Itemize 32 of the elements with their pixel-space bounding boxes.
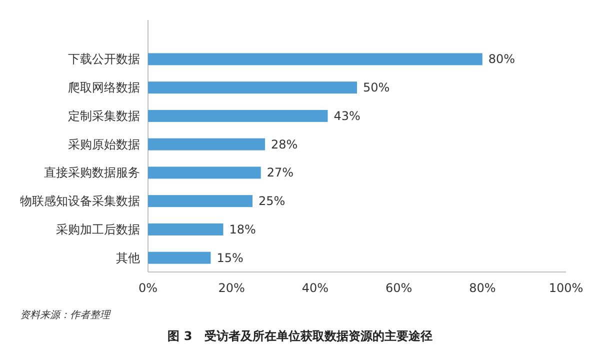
y-tick-label: 物联感知设备采集数据 xyxy=(20,194,140,208)
bar xyxy=(148,195,252,208)
data-label: 80% xyxy=(488,52,516,66)
x-tick-label: 20% xyxy=(218,281,245,295)
bar xyxy=(148,82,357,94)
bar xyxy=(148,53,482,66)
y-tick-label: 直接采购数据服务 xyxy=(44,166,140,180)
data-label: 28% xyxy=(271,137,298,152)
data-label: 15% xyxy=(216,250,244,265)
data-label: 50% xyxy=(363,80,390,95)
y-tick-label: 爬取网络数据 xyxy=(68,80,140,95)
x-tick-label: 60% xyxy=(385,281,412,295)
y-tick-label: 采购原始数据 xyxy=(68,137,140,152)
y-tick-label: 采购加工后数据 xyxy=(56,222,140,236)
bar xyxy=(148,223,224,236)
y-tick-label: 其他 xyxy=(116,250,140,265)
data-label: 43% xyxy=(334,108,360,123)
data-label: 27% xyxy=(266,166,294,180)
x-tick-label: 40% xyxy=(302,281,329,295)
data-label: 25% xyxy=(258,194,286,208)
x-tick-label: 100% xyxy=(548,281,584,295)
bar xyxy=(148,252,211,264)
y-tick-label: 下载公开数据 xyxy=(68,52,140,66)
bar xyxy=(148,110,328,122)
bar xyxy=(148,166,261,179)
text: 图 3 受访者及所在单位获取数据资源的主要途径 xyxy=(168,329,432,343)
data-label: 18% xyxy=(229,222,256,236)
bar xyxy=(148,138,266,150)
text: 资料来源：作者整理 xyxy=(20,309,111,321)
x-tick-label: 0% xyxy=(138,281,158,295)
y-tick-label: 定制采集数据 xyxy=(68,108,140,123)
x-tick-label: 80% xyxy=(469,281,496,295)
